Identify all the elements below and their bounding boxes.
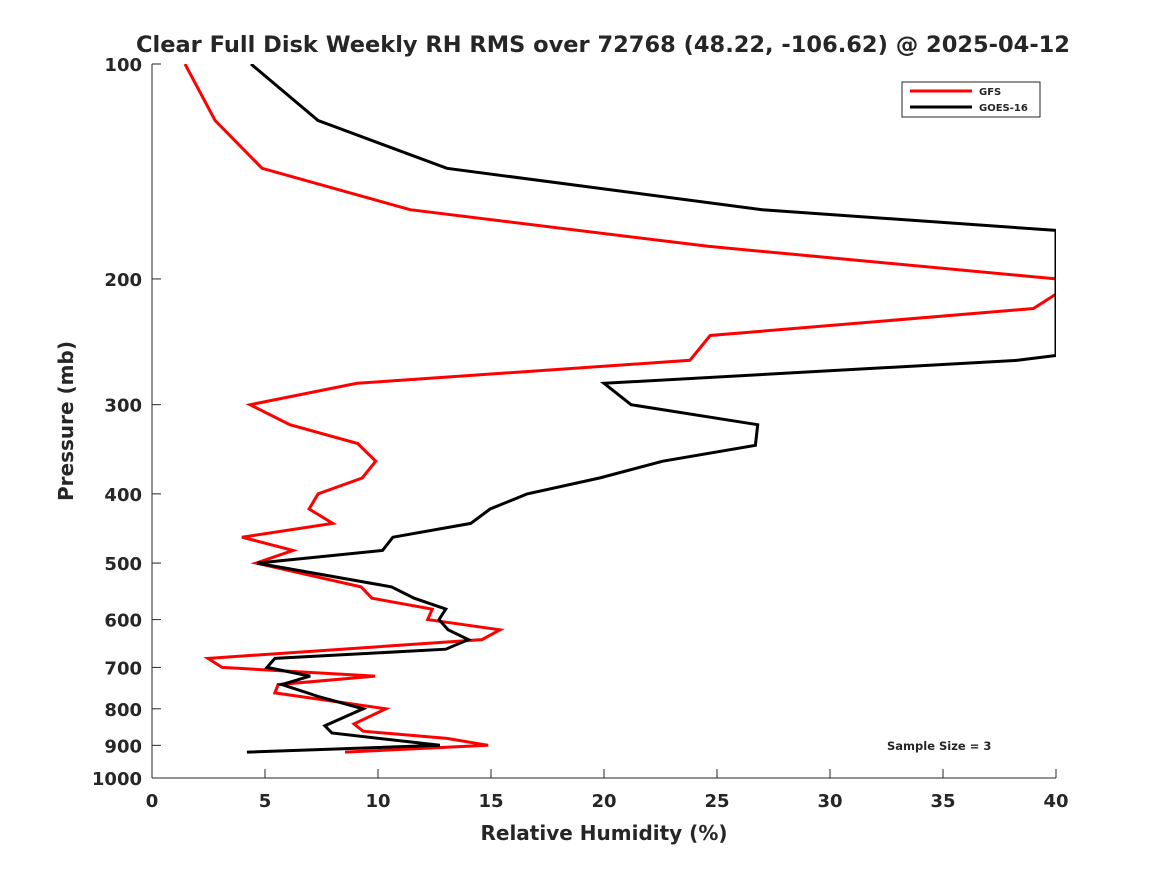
x-axis-label: Relative Humidity (%) [480, 821, 727, 845]
series-lines [183, 64, 1056, 754]
x-tick-label: 5 [259, 791, 272, 812]
legend-label-gfs: GFS [979, 87, 1001, 98]
x-tick-label: 0 [146, 791, 159, 812]
x-tick-label: 30 [817, 791, 842, 812]
y-axis-label: Pressure (mb) [54, 341, 78, 501]
y-tick-label: 700 [104, 658, 142, 679]
sample-size-annotation: Sample Size = 3 [887, 739, 991, 753]
y-tick-label: 1000 [92, 769, 142, 790]
series-line-gfs [183, 64, 1056, 754]
x-tick-label: 10 [365, 791, 390, 812]
ticks: 0 5 10 15 20 25 30 35 40 100 200 300 400 500 600 700 800… [92, 55, 1069, 812]
legend-box [901, 81, 1041, 118]
x-tick-label: 40 [1043, 791, 1068, 812]
y-tick-label: 200 [104, 270, 142, 291]
series-line-goes16 [246, 64, 1056, 754]
y-tick-label: 600 [104, 611, 142, 632]
legend: GFS GOES-16 [901, 81, 1041, 118]
chart-title: Clear Full Disk Weekly RH RMS over 72768… [136, 32, 1070, 58]
y-tick-label: 500 [104, 554, 142, 575]
legend-label-goes16: GOES-16 [979, 103, 1028, 114]
x-tick-label: 20 [591, 791, 616, 812]
y-tick-label: 100 [104, 55, 142, 76]
x-tick-label: 15 [478, 791, 503, 812]
y-tick-label: 800 [104, 700, 142, 721]
y-tick-label: 900 [104, 736, 142, 757]
y-tick-label: 400 [104, 485, 142, 506]
x-tick-label: 35 [930, 791, 955, 812]
x-tick-label: 25 [704, 791, 729, 812]
y-tick-label: 300 [104, 396, 142, 417]
